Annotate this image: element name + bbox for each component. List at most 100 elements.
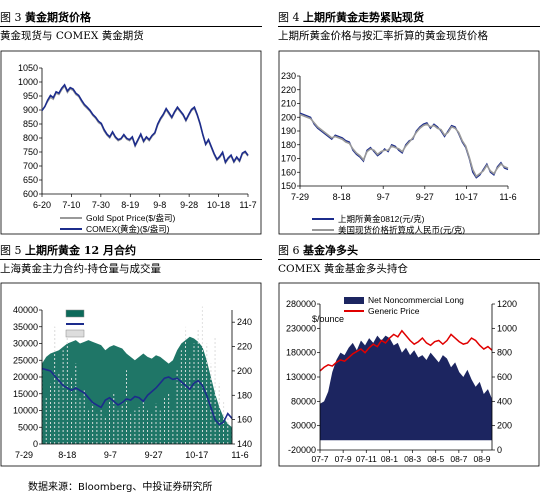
y-tick-label-left: 130000 (286, 372, 316, 382)
legend-label-1: 上期所黄金0812(元/克) (338, 214, 425, 224)
x-tick-label: 11-7 (239, 200, 256, 210)
legend-label-1: Net Noncommercial Long (368, 295, 464, 305)
generic-price-line (319, 329, 493, 372)
y-tick-label-right: 200 (497, 421, 512, 431)
y-tick-label: 600 (23, 189, 38, 199)
legend-label-2: 美国现货价格折算成人民币(元/克) (338, 225, 465, 235)
y-tick-label-left: 30000 (291, 421, 316, 431)
fig5-number: 图 5 (0, 244, 22, 257)
x-tick-label: 7-30 (92, 200, 110, 210)
y-tick-label-right: 800 (497, 348, 512, 358)
y-tick-label: 950 (23, 91, 38, 101)
y-tick-label-left: 80000 (291, 396, 316, 406)
x-tick-label: 7-10 (62, 200, 80, 210)
chart-frame (278, 50, 540, 235)
y-tick-label-left: 0 (33, 439, 38, 449)
x-tick-label: 07-11 (356, 454, 377, 464)
legend-label-3: 成交量 (88, 329, 114, 339)
y-tick-label-left: 230000 (286, 323, 316, 333)
y-tick-label-right: 200 (237, 366, 252, 376)
x-tick-label: 08-7 (450, 454, 467, 464)
y-tick-label: 700 (23, 161, 38, 171)
y-tick-label: 150 (281, 181, 296, 191)
y-tick-label: 190 (281, 126, 296, 136)
y-tick-label-left: 35000 (13, 322, 38, 332)
fig4-subtitle: 上期所黄金价格与按汇率折算的黄金现货价格 (278, 30, 488, 42)
y-tick-label: 230 (281, 71, 296, 81)
y-tick-label-left: 280000 (286, 299, 316, 309)
y-tick-label-left: 5000 (18, 422, 38, 432)
x-tick-label: 9-7 (104, 450, 117, 460)
x-tick-label: 08-9 (473, 454, 490, 464)
fig5-subtitle: 上海黄金主力合约-持仓量与成交量 (0, 263, 162, 275)
y-tick-label-left: 25000 (13, 355, 38, 365)
x-tick-label: 9-28 (180, 200, 198, 210)
y-tick-label-right: 240 (237, 317, 252, 327)
open-interest-area (42, 336, 232, 444)
x-tick-label: 11-6 (499, 192, 516, 202)
series-line-2 (299, 113, 509, 178)
y-tick-label-left: 40000 (13, 305, 38, 315)
legend-label-2: COMEX(黄金)($/盎司) (86, 224, 170, 234)
y-tick-label-right: 600 (497, 372, 512, 382)
y-tick-label: 750 (23, 147, 38, 157)
chart-frame (278, 282, 540, 467)
y-tick-label: 650 (23, 175, 38, 185)
x-tick-label: 07-9 (335, 454, 352, 464)
y-tick-label: 200 (281, 112, 296, 122)
y-tick-label: 1050 (18, 63, 38, 73)
y-tick-label-left: -20000 (288, 445, 316, 455)
y-tick-label-left: 20000 (13, 372, 38, 382)
fig6-subtitle: COMEX 黄金基金多头持仓 (278, 263, 408, 275)
fig6-chart: 280000 230000 180000 130000 80000 30000 -20000… (278, 282, 540, 467)
fig4-title: 上期所黄金走势紧贴现货 (303, 11, 424, 24)
x-tick-label: 08-1 (381, 454, 398, 464)
fig5-title: 上期所黄金 12 月合约 (25, 244, 136, 257)
y-tick-label: 210 (281, 99, 296, 109)
x-tick-label: 9-7 (377, 192, 390, 202)
x-tick-label: 7-29 (15, 450, 33, 460)
y-tick-label: 220 (281, 85, 296, 95)
y-tick-label: 1000 (18, 77, 38, 87)
fig3-title: 黄金期货价格 (25, 11, 91, 24)
legend-swatch-1 (344, 297, 364, 304)
series-line-2 (41, 83, 249, 164)
legend-label-1: 上期所黄金0812持仓 (88, 309, 167, 319)
chart-frame (0, 50, 262, 235)
y-tick-label: 850 (23, 119, 38, 129)
fig3-rule (0, 26, 262, 27)
fig6-number: 图 6 (278, 244, 300, 257)
y-tick-label-right: 220 (237, 342, 252, 352)
y-tick-label: 160 (281, 167, 296, 177)
y-tick-label: 800 (23, 133, 38, 143)
x-tick-label: 08-5 (427, 454, 444, 464)
fig6-rule (278, 259, 540, 260)
fig3-number: 图 3 (0, 11, 22, 24)
x-tick-label: 8-18 (333, 192, 351, 202)
legend-label-2: Generic Price (368, 306, 420, 316)
series-line-1 (299, 112, 509, 179)
x-tick-label: 9-27 (145, 450, 163, 460)
y-tick-label: 170 (281, 154, 296, 164)
y-tick-label-left: 10000 (13, 406, 38, 416)
x-tick-label: 11-6 (231, 450, 248, 460)
legend-label-1: Gold Spot Price($/盎司) (86, 213, 175, 223)
fig6-title: 基金净多头 (303, 244, 358, 257)
x-tick-label: 08-3 (404, 454, 421, 464)
chart-frame (0, 282, 262, 467)
x-tick-label: 10-18 (207, 200, 230, 210)
legend-swatch-3 (65, 329, 85, 338)
data-source-note: 数据来源：Bloomberg、中投证券研究所 (28, 482, 213, 493)
fig3-subtitle: 黄金现货与 COMEX 黄金期货 (0, 30, 144, 42)
fig5-chart: 40000 35000 30000 25000 20000 15000 10000 5000 0… (0, 282, 262, 467)
x-tick-label: 8-18 (58, 450, 76, 460)
y-tick-label-left: 30000 (13, 339, 38, 349)
y-tick-label: 900 (23, 105, 38, 115)
y-tick-label-right: 400 (497, 396, 512, 406)
y-tick-label-left: 180000 (286, 348, 316, 358)
series-line-1 (41, 84, 249, 165)
x-tick-label: 10-17 (185, 450, 208, 460)
legend-swatch-1 (65, 309, 85, 318)
